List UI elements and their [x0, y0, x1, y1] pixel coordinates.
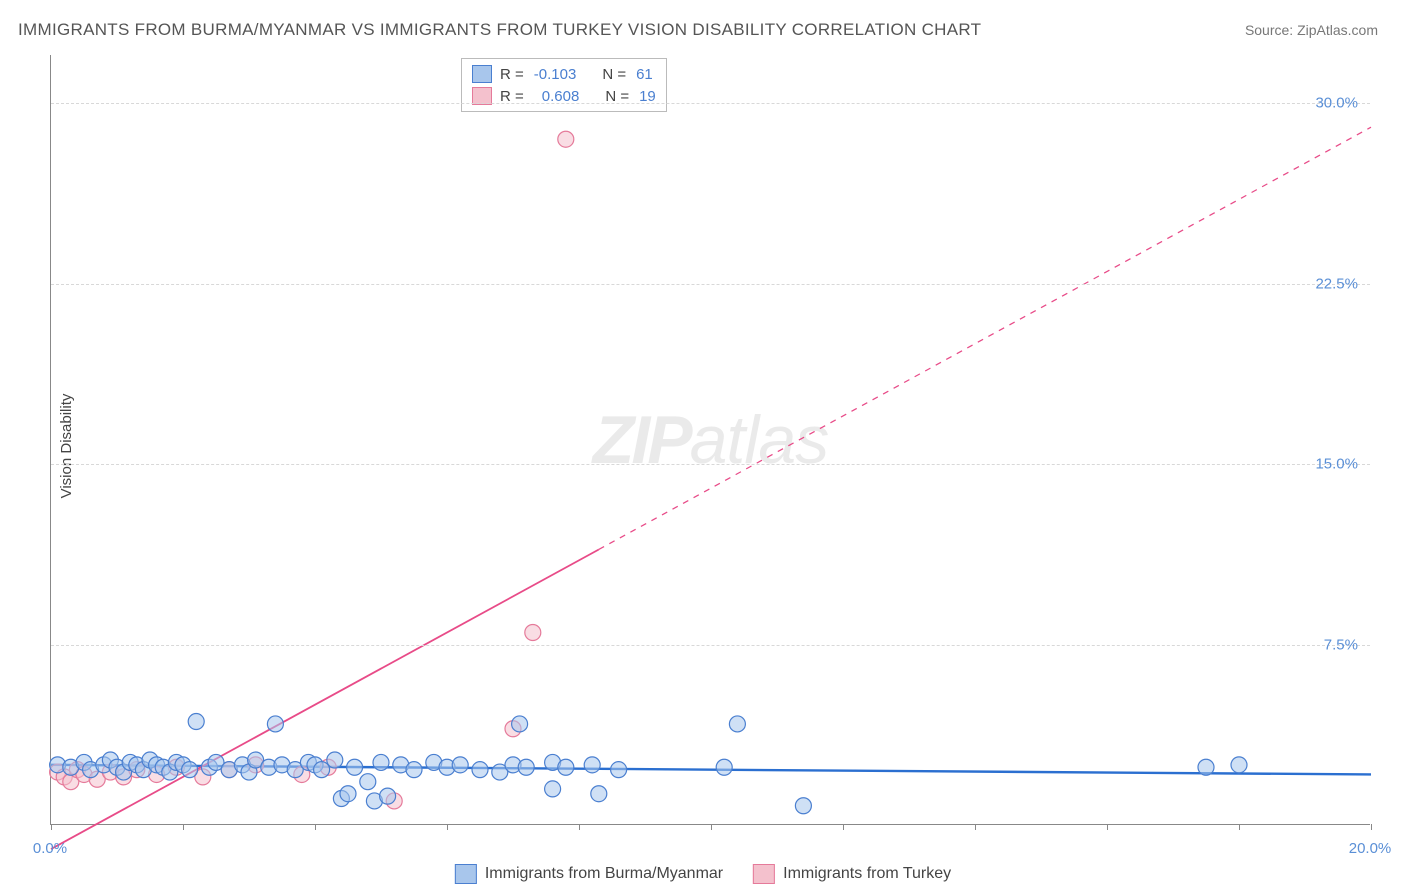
ytick-label: 7.5% [1324, 636, 1358, 653]
bottom-legend: Immigrants from Burma/Myanmar Immigrants… [455, 864, 951, 884]
gridline [51, 464, 1370, 465]
xtick [579, 824, 580, 830]
bottom-legend-label-burma: Immigrants from Burma/Myanmar [485, 865, 723, 883]
bottom-swatch-burma [455, 864, 477, 884]
bottom-legend-burma: Immigrants from Burma/Myanmar [455, 864, 723, 884]
xtick [183, 824, 184, 830]
xtick-label: 0.0% [33, 840, 67, 857]
plot-svg [51, 55, 1370, 824]
xtick [51, 824, 52, 830]
plot-area: ZIPatlas R = -0.103 N = 61 R = 0.608 N =… [50, 55, 1370, 825]
xtick [447, 824, 448, 830]
xtick-label: 20.0% [1349, 840, 1392, 857]
gridline [51, 103, 1370, 104]
ytick-label: 22.5% [1315, 275, 1358, 292]
bottom-swatch-turkey [753, 864, 775, 884]
source-attribution: Source: ZipAtlas.com [1245, 22, 1378, 38]
xtick [1371, 824, 1372, 830]
xtick [315, 824, 316, 830]
xtick [975, 824, 976, 830]
ytick-label: 30.0% [1315, 95, 1358, 112]
xtick [843, 824, 844, 830]
gridline [51, 284, 1370, 285]
gridline [51, 645, 1370, 646]
xtick [711, 824, 712, 830]
bottom-legend-label-turkey: Immigrants from Turkey [783, 865, 951, 883]
chart-title: IMMIGRANTS FROM BURMA/MYANMAR VS IMMIGRA… [18, 20, 981, 40]
bottom-legend-turkey: Immigrants from Turkey [753, 864, 951, 884]
ytick-label: 15.0% [1315, 456, 1358, 473]
xtick [1107, 824, 1108, 830]
xtick [1239, 824, 1240, 830]
